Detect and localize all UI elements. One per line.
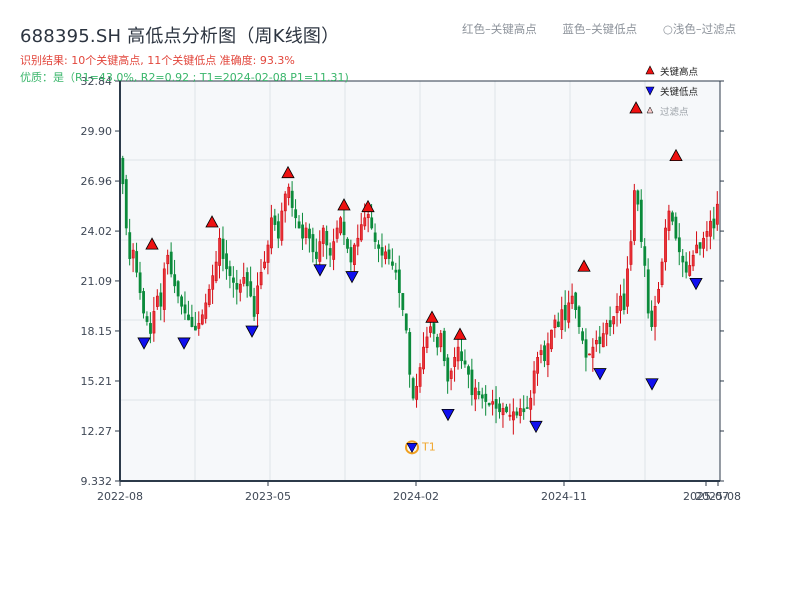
- key-high-marker: [145, 237, 159, 250]
- key-high-marker: [425, 310, 439, 323]
- x-tick-label: 2024-11: [541, 490, 587, 503]
- legend-filtered-label: 过滤点: [660, 106, 689, 118]
- filtered-marker-icon: [646, 106, 654, 114]
- color-legend: 红色–关键高点 蓝色–关键低点 ○浅色–过滤点: [462, 21, 736, 37]
- key-high-marker: [281, 165, 295, 179]
- key-low-marker: [645, 378, 659, 391]
- key-high-marker: [337, 198, 351, 211]
- key-low-marker: [441, 408, 455, 422]
- key-point-markers: T1: [137, 101, 703, 455]
- x-tick-label: 2022-08: [97, 490, 143, 503]
- x-tick-label: 2023-05: [245, 490, 291, 503]
- x-tick-label: 2024-02: [393, 490, 439, 503]
- legend-high-label: 关键高点: [660, 66, 699, 78]
- key-low-marker: [345, 271, 359, 284]
- y-tick-label: 12.27: [81, 425, 113, 438]
- key-high-marker: [205, 215, 219, 228]
- axes: 32.84 29.90 26.96 24.02 21.09 18.15 15.21 12.27…: [81, 75, 741, 503]
- key-low-marker: [593, 368, 607, 381]
- key-high-marker: [361, 199, 375, 213]
- y-tick-label: 29.90: [81, 125, 113, 138]
- key-high-marker: [577, 259, 591, 272]
- x-tick-label: 2025-08: [695, 490, 741, 503]
- y-tick-label: 21.09: [81, 275, 113, 288]
- y-tick-label: 18.15: [81, 325, 113, 338]
- high-marker-icon: [645, 65, 655, 75]
- y-tick-label: 32.84: [81, 75, 113, 88]
- key-low-marker: [177, 337, 191, 350]
- key-low-marker: [137, 337, 151, 350]
- y-tick-label: 9.332: [81, 475, 113, 488]
- grid-lines: [120, 81, 720, 481]
- key-low-marker: [689, 277, 703, 291]
- y-tick-label: 24.02: [81, 225, 113, 238]
- low-marker-icon: [645, 86, 655, 96]
- legend-red-high: 红色–关键高点: [462, 22, 537, 36]
- t1-label: T1: [421, 440, 436, 453]
- x-tick-label: 2025-07: [683, 490, 729, 503]
- legend-light-filtered: ○浅色–过滤点: [662, 22, 737, 36]
- candles: [121, 155, 719, 435]
- y-tick-label: 15.21: [81, 375, 113, 388]
- legend-blue-low: 蓝色–关键低点: [562, 22, 638, 36]
- y-tick-label: 26.96: [81, 175, 113, 188]
- result-summary: 识别结果: 10个关键高点, 11个关键低点 准确度: 93.3%: [20, 54, 295, 67]
- plot-legend: 关键高点 关键低点 过滤点: [645, 65, 699, 118]
- key-low-marker: [245, 325, 259, 338]
- legend-low-label: 关键低点: [660, 86, 699, 98]
- chart-title: 688395.SH 高低点分析图（周K线图）: [20, 26, 340, 47]
- key-high-marker: [669, 148, 683, 162]
- quality-summary: 优质：是（R1=43.0%, R2=0.92 ; T1=2024-02-08 P…: [20, 71, 349, 84]
- key-low-marker: [313, 264, 327, 277]
- key-high-marker: [453, 327, 467, 340]
- key-high-marker: [629, 101, 643, 114]
- key-low-marker: [529, 420, 543, 434]
